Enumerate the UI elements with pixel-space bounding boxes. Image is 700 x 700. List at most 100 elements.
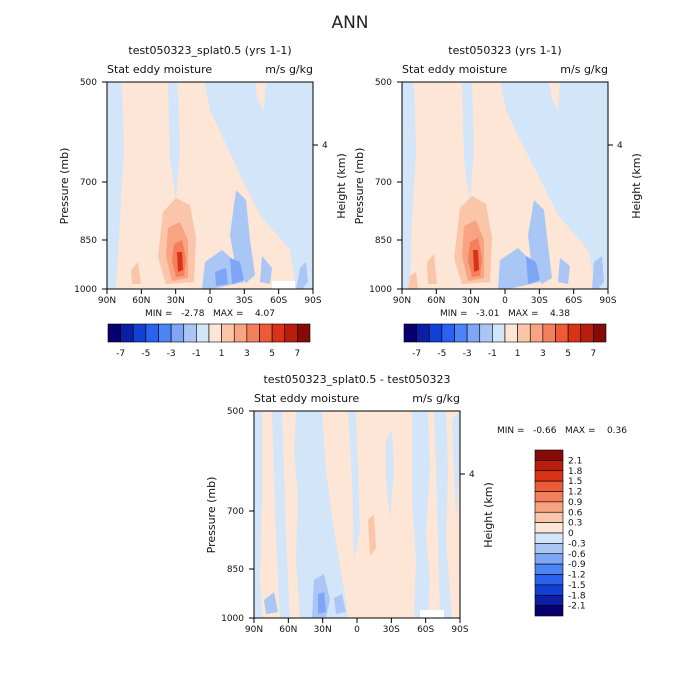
x-tick-label: 60N	[279, 625, 297, 635]
colorbar-swatch	[428, 323, 443, 343]
x-tick-label: 0	[354, 625, 360, 635]
panel-3-subtitle-left: Stat eddy moisture	[254, 392, 359, 405]
panel-1-y2-tick-4: 4	[322, 141, 328, 151]
x-tick-label: 60S	[417, 625, 434, 635]
panel-2-contour-field	[402, 82, 608, 289]
panel-2-subtitle-right: m/s g/kg	[560, 63, 608, 76]
x-tick-label: 0	[207, 296, 213, 306]
colorbar-swatch	[208, 323, 222, 343]
colorbar-swatch	[416, 323, 430, 343]
panel-3-y-tick-500: 500	[227, 407, 244, 417]
panel-2-y-tick-1000: 1000	[369, 285, 392, 295]
x-tick-label: 60S	[565, 296, 582, 306]
panel-2-y-tick-marks	[397, 81, 613, 290]
colorbar-tick-label: 7	[591, 349, 597, 359]
panel-1-contour-field	[107, 82, 313, 289]
panel-2: test050323 (yrs 1-1) Stat eddy moisture …	[353, 44, 643, 359]
colorbar-swatch	[196, 323, 210, 343]
colorbar-swatch	[479, 323, 493, 343]
colorbar-swatch	[534, 460, 564, 472]
colorbar-swatch	[567, 323, 582, 343]
colorbar-swatch	[534, 480, 564, 492]
panel-1-y-tick-marks	[102, 81, 318, 290]
panel-2-stats: MIN = -3.01 MAX = 4.38	[440, 309, 570, 319]
colorbar-swatch	[534, 574, 564, 586]
panel-3-y2-tick-4: 4	[469, 470, 475, 480]
panel-1-y-tick-500: 500	[80, 78, 97, 88]
x-tick-label: 30S	[236, 296, 253, 306]
colorbar-swatch	[534, 470, 564, 482]
x-tick-label: 90S	[304, 296, 321, 306]
colorbar-tick-label: -1.2	[568, 571, 586, 581]
colorbar-tick-label: 1	[515, 349, 521, 359]
colorbar-swatch	[284, 323, 298, 343]
colorbar-swatch	[534, 501, 564, 513]
x-tick-label: 90N	[245, 625, 263, 635]
panel-3-subtitle-right: m/s g/kg	[412, 392, 460, 405]
panel-1-subtitle-right: m/s g/kg	[265, 63, 313, 76]
colorbar-tick-label: 5	[565, 349, 571, 359]
panel-1-colorbar: -7 -5 -3 -1 1 3 5 7	[107, 323, 311, 359]
panel-1-ylabel: Pressure (mb)	[58, 148, 71, 225]
panel-2-y2-tick-4: 4	[617, 141, 623, 151]
panel-3-colorbar: 2.11.81.51.20.90.60.30-0.3-0.6-0.9-1.2-1…	[534, 449, 586, 617]
colorbar-swatch	[297, 323, 311, 343]
colorbar-tick-label: -3	[167, 349, 176, 359]
panel-3-title: test050323_splat0.5 - test050323	[263, 373, 450, 386]
colorbar-swatch	[529, 323, 544, 343]
colorbar-tick-label: 0.9	[568, 498, 583, 508]
panel-1-y-tick-1000: 1000	[74, 285, 97, 295]
colorbar-swatch	[534, 511, 564, 523]
colorbar-swatch	[466, 323, 481, 343]
panel-1: test050323_splat0.5 (yrs 1-1) Stat eddy …	[58, 44, 348, 359]
colorbar-swatch	[120, 323, 134, 343]
colorbar-tick-label: 0.6	[568, 508, 583, 518]
colorbar-tick-label: -5	[437, 349, 446, 359]
colorbar-tick-label: 3	[540, 349, 546, 359]
panel-3-stats: MIN = -0.66 MAX = 0.36	[497, 426, 627, 436]
panel-2-x-ticks: 90N 60N 30N 0 30S 60S 90S	[393, 289, 617, 306]
colorbar-tick-label: -7	[116, 349, 125, 359]
colorbar-tick-label: -0.3	[568, 539, 586, 549]
colorbar-tick-label: -0.9	[568, 560, 586, 570]
colorbar-swatch	[504, 323, 518, 343]
colorbar-tick-label: -0.6	[568, 550, 586, 560]
x-tick-label: 60S	[270, 296, 287, 306]
colorbar-tick-label: 2.1	[568, 456, 582, 466]
panel-1-x-ticks: 90N 60N 30N 0 30S 60S 90S	[98, 289, 322, 306]
x-tick-label: 30S	[383, 625, 400, 635]
colorbar-tick-label: 5	[269, 349, 275, 359]
colorbar-swatch	[534, 594, 564, 606]
colorbar-tick-label: 7	[295, 349, 301, 359]
panel-1-y2label: Height (km)	[335, 153, 348, 219]
panel-3-y-tick-850: 850	[227, 565, 244, 575]
x-tick-label: 30N	[314, 625, 332, 635]
colorbar-swatch	[555, 323, 569, 343]
colorbar-swatch	[580, 323, 594, 343]
panel-2-y2label: Height (km)	[630, 153, 643, 219]
x-tick-label: 0	[502, 296, 508, 306]
colorbar-tick-label: -5	[141, 349, 150, 359]
colorbar-tick-label: 1	[219, 349, 225, 359]
x-tick-label: 30N	[167, 296, 185, 306]
colorbar-tick-label: -3	[463, 349, 472, 359]
panel-2-y-tick-850: 850	[375, 236, 392, 246]
colorbar-tick-label: 1.2	[568, 488, 582, 498]
colorbar-swatch	[145, 323, 159, 343]
colorbar-swatch	[246, 323, 260, 343]
panel-3-x-ticks: 90N 60N 30N 0 30S 60S 90S	[245, 618, 469, 635]
x-tick-label: 60N	[427, 296, 445, 306]
colorbar-swatch	[107, 323, 121, 343]
colorbar-tick-label: -1.5	[568, 581, 586, 591]
colorbar-tick-label: 0.3	[568, 519, 582, 529]
colorbar-swatch	[542, 323, 556, 343]
panel-3-y-tick-700: 700	[227, 507, 244, 517]
x-tick-label: 60N	[132, 296, 150, 306]
colorbar-swatch	[534, 543, 564, 555]
panel-2-ylabel: Pressure (mb)	[353, 148, 366, 225]
colorbar-tick-label: 1.8	[568, 467, 583, 477]
colorbar-swatch	[534, 449, 564, 461]
colorbar-swatch	[183, 323, 197, 343]
colorbar-swatch	[534, 584, 564, 596]
